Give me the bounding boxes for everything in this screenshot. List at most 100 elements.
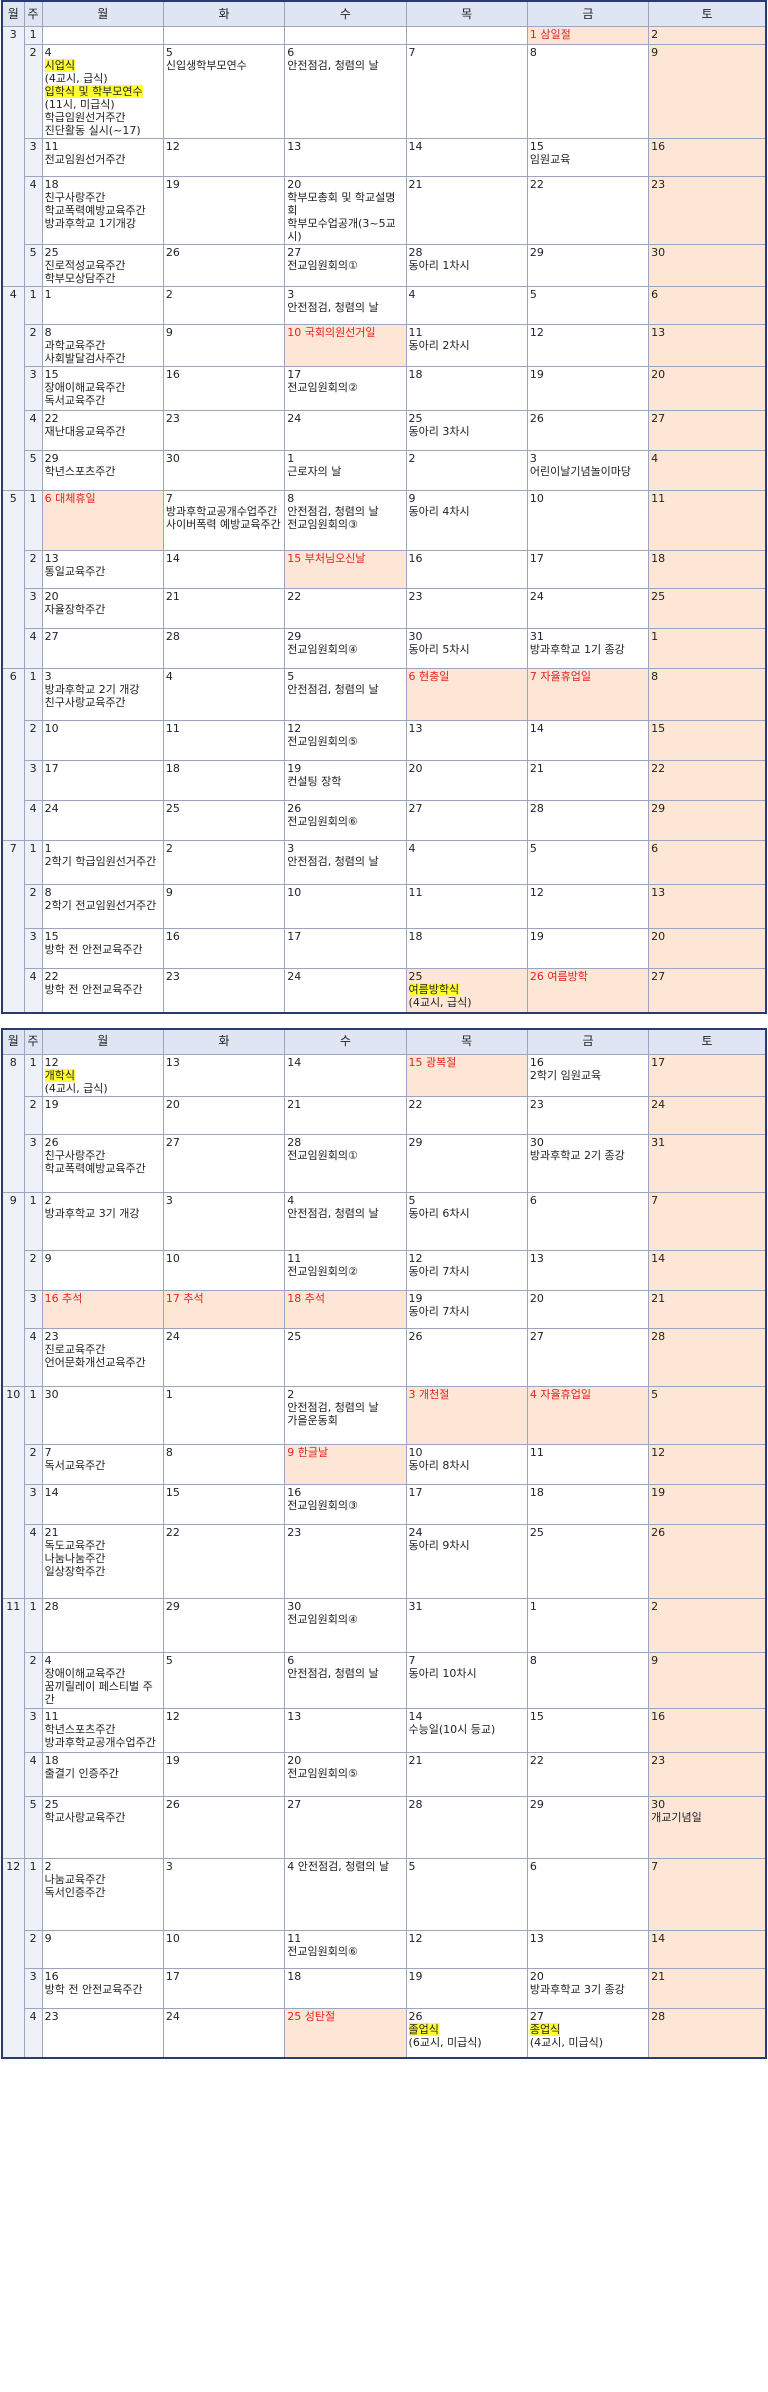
event-text: (11시, 미급식)	[44, 98, 115, 111]
day-cell: 8	[648, 668, 767, 721]
day-number: 19	[287, 762, 302, 775]
day-number: 24	[287, 412, 302, 425]
day-cell: 27	[284, 1795, 407, 1859]
event-text: 2학기 임원교육	[529, 1068, 602, 1082]
day-number: 3	[165, 1193, 173, 1207]
event-text: 동아리 7차시	[408, 1264, 470, 1278]
day-cell: 28	[162, 628, 286, 669]
day-cell: 2 안전점검, 청렴의 날 가을운동회	[284, 1385, 407, 1445]
day-cell: 6	[526, 1191, 650, 1251]
event-text: 학년스포츠주간	[44, 1722, 116, 1736]
day-cell: 9 동아리 4차시	[405, 490, 528, 551]
day-cell: 11	[405, 884, 528, 929]
day-cell: 12	[162, 1707, 286, 1753]
day-number: 17	[408, 1485, 423, 1499]
week-row: 3 11 전교임원선거주간 12 13 14 15 임원교육 16	[2, 138, 767, 177]
day-number: 24	[287, 970, 302, 983]
day-number: 28	[408, 246, 423, 259]
day-cell: 8	[162, 1443, 286, 1485]
day-number: 28	[287, 1135, 302, 1149]
day-number: 20	[529, 1969, 544, 1983]
day-cell: 20	[526, 1289, 650, 1329]
day-number: 26	[651, 1525, 666, 1539]
day-cell: 22 방학 전 안전교육주간	[41, 968, 164, 1013]
day-number: 4	[287, 1193, 295, 1207]
day-number: 15	[165, 1485, 180, 1499]
day-number: 1	[651, 630, 659, 643]
day-number: 22	[287, 590, 302, 603]
event-text: 꿈끼릴레이 페스티벌 주간	[44, 1679, 153, 1706]
day-number: 30	[287, 1599, 302, 1613]
week-number: 5	[23, 1795, 43, 1859]
day-number: 18	[529, 1485, 544, 1499]
day-cell: 20 자율장학주간	[41, 588, 164, 629]
week-number: 2	[23, 720, 43, 761]
day-cell: 1 근로자의 날	[284, 450, 407, 491]
event-text: 독서교육주간	[44, 1458, 106, 1472]
day-number: 3	[529, 452, 537, 465]
day-number: 11	[44, 140, 59, 153]
day-cell: 19	[162, 1751, 286, 1797]
day-cell: 26 여름방학	[526, 968, 650, 1013]
day-cell: 14	[284, 1053, 407, 1097]
day-cell: 30 전교임원회의④	[284, 1597, 407, 1653]
header-2: 월	[41, 0, 164, 27]
event-text: 입학식 및 학부모연수	[44, 85, 143, 98]
day-cell: 18	[405, 366, 528, 411]
day-cell: 28	[648, 2007, 767, 2059]
event-text: 안전점검, 청렴의 날	[287, 505, 379, 518]
day-number: 12	[165, 140, 180, 153]
day-number: 25	[651, 590, 666, 603]
event-text: 친구사랑주간	[44, 1148, 106, 1162]
day-cell: 17 전교임원회의②	[284, 366, 407, 411]
day-number: 23	[165, 412, 180, 425]
event-text: 학년스포츠주간	[44, 465, 116, 478]
week-row: 4 22 재난대응교육주간 23 24 25 동아리 3차시 26 27	[2, 410, 767, 451]
event-text: 전교임원회의①	[287, 1148, 358, 1162]
day-number: 21	[529, 762, 544, 775]
day-number: 19	[165, 178, 180, 191]
day-cell: 27 종업식 (4교시, 미급식)	[526, 2007, 650, 2059]
day-number: 7 자율휴업일	[529, 670, 591, 683]
week-number: 1	[23, 490, 43, 551]
day-number: 4	[165, 670, 173, 683]
day-cell: 15	[648, 720, 767, 761]
week-row: 9 1 2 방과후학교 3기 개강 3 4 안전점검, 청렴의 날 5 동아리 6차시 6 7	[1, 1191, 767, 1387]
week-row: 5 25 학교사랑교육주간 26 27 28 29 30 개교기념일	[2, 1795, 767, 1859]
day-number: 14	[529, 722, 544, 735]
week-row: 4 21 독도교육주간 나눔나눔주간 일상장학주간 22 23 24 동아리 9차시 25 26	[2, 1523, 767, 1599]
day-number: 13	[651, 326, 666, 339]
day-cell: 12 동아리 7차시	[405, 1249, 528, 1291]
day-number: 27	[651, 970, 666, 983]
day-cell: 24	[41, 800, 164, 841]
day-cell: 10	[41, 720, 164, 761]
week-number: 2	[23, 1929, 43, 1969]
day-cell: 9	[648, 1651, 767, 1709]
header-3: 화	[162, 0, 286, 27]
day-number: 12	[529, 326, 544, 339]
day-number: 25	[408, 970, 423, 983]
day-cell: 28	[526, 800, 650, 841]
week-number: 2	[23, 1443, 43, 1485]
day-cell: 11 학년스포츠주간 방과후학교공개수업주간	[41, 1707, 164, 1753]
day-number: 16	[408, 552, 423, 565]
day-cell: 26	[648, 1523, 767, 1599]
day-cell: 14	[526, 720, 650, 761]
month-label: 4	[1, 286, 25, 491]
day-cell: 19	[405, 1967, 528, 2009]
day-number: 14	[651, 1251, 666, 1265]
day-cell: 11 동아리 2차시	[405, 324, 528, 367]
day-number: 8	[529, 1653, 537, 1667]
day-number: 23	[165, 970, 180, 983]
week-row: 2 9 10 11 전교임원회의② 12 동아리 7차시 13 14	[2, 1249, 767, 1291]
day-number: 10	[287, 886, 302, 899]
week-number: 3	[23, 1967, 43, 2009]
day-number: 2	[651, 28, 659, 41]
header-5: 목	[405, 1028, 528, 1055]
day-number: 10 국회의원선거일	[287, 326, 376, 339]
day-cell: 24	[284, 968, 407, 1013]
day-cell: 4	[405, 286, 528, 325]
week-number: 2	[23, 324, 43, 367]
